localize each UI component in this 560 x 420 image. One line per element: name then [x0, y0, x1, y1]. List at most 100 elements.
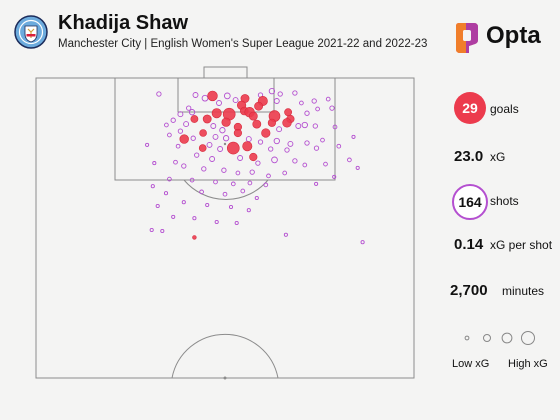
shot-marker [287, 140, 294, 147]
shot-marker [170, 117, 176, 123]
shot-marker [167, 132, 172, 138]
goal-marker [221, 117, 231, 127]
shot-marker [311, 98, 317, 104]
goal-marker [248, 111, 258, 121]
shot-marker [351, 134, 356, 139]
goal-marker [267, 118, 277, 127]
stat-xg-per-shot: 0.14 xG per shot [440, 230, 560, 266]
shot-marker [221, 167, 227, 173]
legend-high-label: High xG [508, 358, 548, 370]
shot-marker [192, 92, 199, 98]
shot-marker [301, 121, 308, 129]
goals-value: 29 [454, 92, 486, 124]
shot-marker [347, 157, 352, 163]
shot-marker [175, 143, 181, 149]
shot-marker [315, 106, 320, 112]
shot-marker [152, 161, 157, 166]
shot-marker [230, 181, 236, 187]
shot-marker [336, 143, 342, 149]
centre-spot [223, 376, 227, 380]
shot-map-pitch [35, 66, 415, 380]
shot-marker [164, 122, 169, 128]
shot-marker [181, 200, 186, 205]
shot-marker [199, 189, 204, 195]
shot-marker [329, 105, 335, 111]
shot-marker [273, 98, 280, 104]
legend-size-circle [464, 335, 470, 341]
goal-marker [284, 108, 292, 117]
shot-marker [186, 105, 192, 111]
xg-size-legend: Low xG High xG [450, 324, 560, 384]
shot-marker [160, 228, 165, 234]
shot-marker [254, 195, 259, 201]
shot-marker [249, 169, 255, 175]
shot-marker [235, 170, 241, 176]
shot-marker [181, 163, 187, 169]
shot-marker [150, 184, 155, 189]
minutes-value: 2,700 [450, 282, 488, 299]
shot-marker [213, 179, 218, 185]
shot-marker [292, 90, 298, 96]
shot-marker [295, 123, 302, 129]
shot-marker [304, 110, 310, 116]
shot-marker [320, 137, 325, 143]
shot-marker [173, 159, 178, 165]
shot-marker [205, 202, 210, 208]
shot-marker [189, 177, 195, 183]
shot-marker [219, 127, 226, 134]
header: Khadija Shaw Manchester City | English W… [0, 0, 560, 60]
goal [203, 66, 248, 79]
shot-marker [155, 203, 160, 209]
shot-marker [167, 176, 172, 182]
shot-marker [255, 160, 261, 166]
shots-label: shots [490, 194, 519, 208]
shot-marker [214, 219, 219, 225]
shot-marker [212, 133, 219, 140]
goal-marker [249, 152, 258, 162]
goal-marker [192, 235, 197, 240]
shot-marker [145, 142, 150, 147]
legend-circles [464, 331, 535, 345]
shot-marker [276, 126, 283, 133]
shot-marker [323, 161, 328, 167]
legend-low-label: Low xG [452, 358, 490, 370]
shot-marker [283, 232, 288, 237]
shot-marker [222, 191, 228, 197]
shot-marker [263, 182, 269, 188]
shot-marker [183, 121, 190, 128]
shot-marker [284, 147, 290, 153]
goal-marker [211, 108, 222, 119]
shot-marker [156, 91, 162, 97]
goal-marker [190, 115, 199, 123]
goal-marker [282, 118, 292, 128]
shot-marker [292, 158, 298, 164]
shot-marker [314, 181, 319, 186]
shot-marker [206, 141, 213, 148]
manchester-city-crest-icon [14, 15, 48, 49]
goal-marker [199, 129, 207, 137]
chart-subtitle: Manchester City | English Women's Super … [58, 38, 428, 50]
shot-marker [201, 94, 209, 102]
shot-marker [234, 220, 239, 226]
goal-marker [202, 114, 212, 124]
legend-size-circle [483, 334, 491, 342]
goals-label: goals [490, 102, 519, 116]
xg-per-shot-label: xG per shot [490, 238, 553, 252]
xg-label: xG [490, 150, 506, 164]
goal-marker [207, 90, 218, 102]
shot-marker [268, 146, 274, 152]
penalty-spot [223, 142, 227, 146]
shot-marker [266, 173, 271, 179]
shot-marker [325, 96, 331, 102]
shot-marker [210, 123, 217, 129]
xg-per-shot-value: 0.14 [454, 236, 484, 253]
shot-marker [223, 92, 231, 100]
stat-goals: 29 goals [440, 92, 560, 130]
shot-marker [246, 208, 251, 213]
shot-marker [216, 100, 222, 106]
shot-marker [177, 128, 184, 134]
shot-marker [232, 97, 239, 104]
goal-marker [242, 141, 253, 152]
shot-marker [247, 180, 253, 186]
legend-size-circle [501, 332, 513, 344]
